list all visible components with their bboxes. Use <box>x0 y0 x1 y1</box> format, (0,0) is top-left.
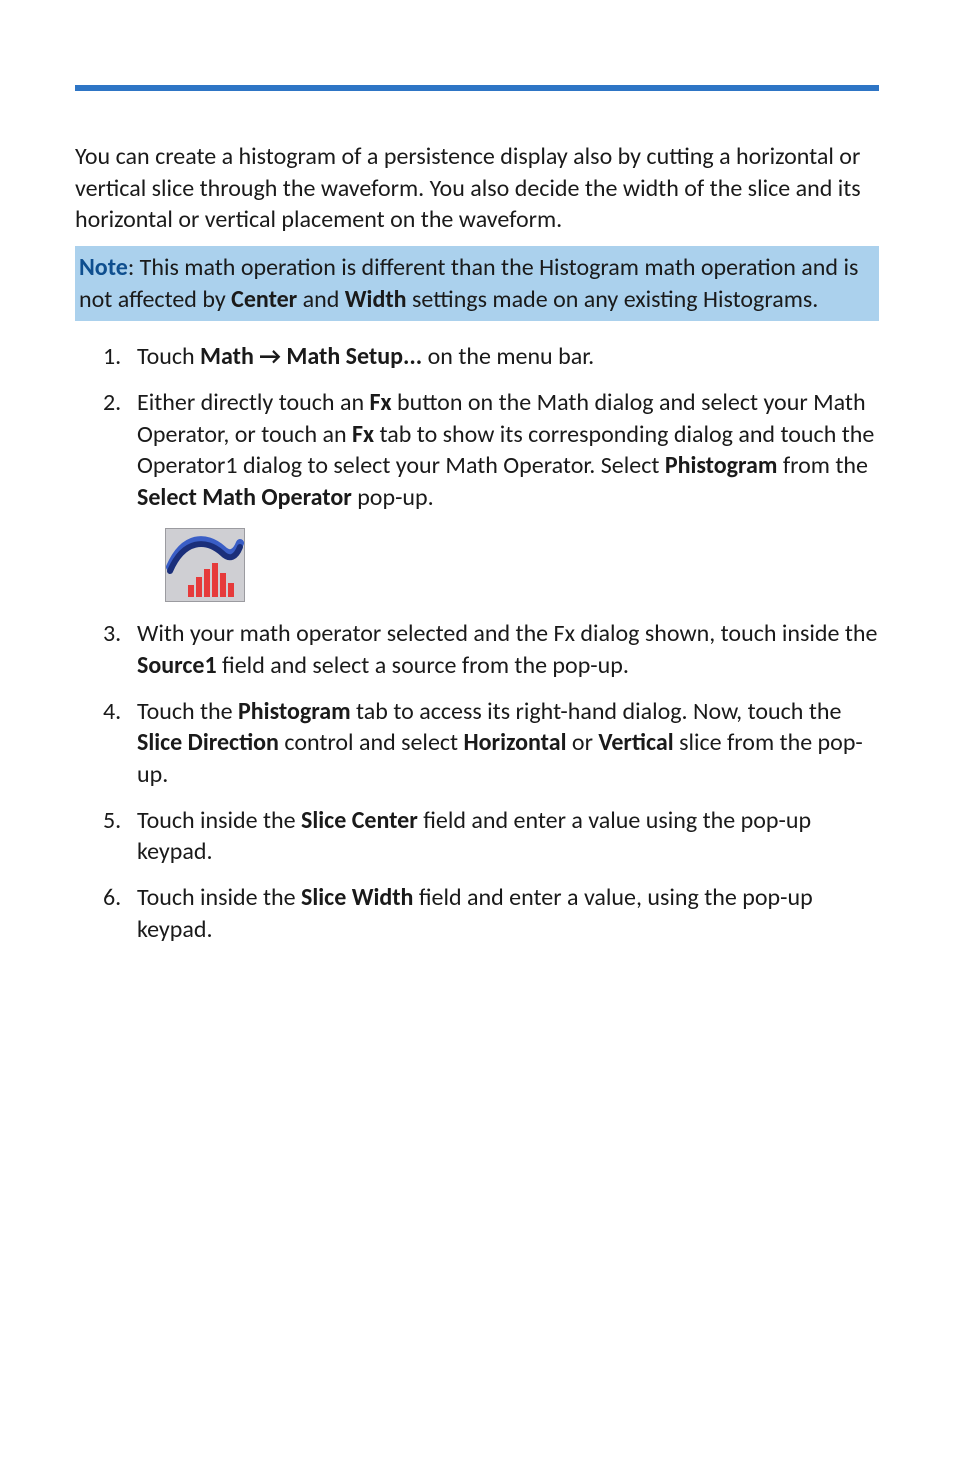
step-item: 6.Touch inside the Slice Width field and… <box>75 874 879 951</box>
text-run: Touch inside the <box>137 883 301 912</box>
steps-list: 1.Touch Math → Math Setup... on the menu… <box>75 333 879 951</box>
text-run: Touch the <box>137 697 238 726</box>
text-run: field and select a source from the pop-u… <box>217 651 629 680</box>
step-item: 4.Touch the Phistogram tab to access its… <box>75 688 879 797</box>
bold-text: Phistogram <box>238 697 351 726</box>
text-run: on the menu bar. <box>422 342 594 371</box>
text-run: Touch <box>137 342 200 371</box>
text-run: Either directly touch an <box>137 388 370 417</box>
step-body: With your math operator selected and the… <box>131 618 879 681</box>
step-number: 1. <box>75 341 131 373</box>
note-bold-width: Width <box>345 285 407 314</box>
step-number: 6. <box>75 882 131 945</box>
text-run: tab to access its right-hand dialog. Now… <box>351 697 842 726</box>
text-run: from the <box>777 451 868 480</box>
bold-text: Slice Center <box>301 806 418 835</box>
text-run: Touch inside the <box>137 806 301 835</box>
step-body: Touch inside the Slice Width field and e… <box>131 882 879 945</box>
bold-text: Slice Direction <box>137 728 279 757</box>
step-item: 5.Touch inside the Slice Center field an… <box>75 797 879 874</box>
top-horizontal-rule <box>75 85 879 91</box>
note-callout: Note: This math operation is different t… <box>75 246 879 321</box>
step-item: 2.Either directly touch an Fx button on … <box>75 379 879 520</box>
note-label: Note <box>79 253 128 282</box>
bold-text: Phistogram <box>665 451 778 480</box>
bold-text: Source1 <box>137 651 217 680</box>
step-body: Touch Math → Math Setup... on the menu b… <box>131 341 879 373</box>
bold-text: Select Math Operator <box>137 483 352 512</box>
bold-text: Vertical <box>598 728 673 757</box>
step-number: 3. <box>75 618 131 681</box>
text-run: pop-up. <box>352 483 434 512</box>
step-number: 5. <box>75 805 131 868</box>
step-item: 1.Touch Math → Math Setup... on the menu… <box>75 333 879 379</box>
step-number: 2. <box>75 387 131 514</box>
note-bold-center: Center <box>231 285 297 314</box>
text-run: or <box>566 728 598 757</box>
bold-text: Horizontal <box>464 728 567 757</box>
note-text-3: settings made on any existing Histograms… <box>407 285 819 314</box>
phistogram-icon <box>165 528 245 602</box>
text-run: control and select <box>279 728 464 757</box>
bold-text: Fx <box>352 420 374 449</box>
step-body: Either directly touch an Fx button on th… <box>131 387 879 514</box>
step-item: 3.With your math operator selected and t… <box>75 610 879 687</box>
bold-text: Fx <box>370 388 392 417</box>
text-run: With your math operator selected and the… <box>137 619 877 648</box>
phistogram-icon-row <box>75 520 879 611</box>
bold-text: Math → Math Setup... <box>200 342 422 371</box>
step-body: Touch inside the Slice Center field and … <box>131 805 879 868</box>
intro-paragraph: You can create a histogram of a persiste… <box>75 141 879 236</box>
note-text-2: and <box>297 285 345 314</box>
step-number: 4. <box>75 696 131 791</box>
document-page: You can create a histogram of a persiste… <box>0 0 954 1475</box>
step-body: Touch the Phistogram tab to access its r… <box>131 696 879 791</box>
bold-text: Slice Width <box>301 883 413 912</box>
